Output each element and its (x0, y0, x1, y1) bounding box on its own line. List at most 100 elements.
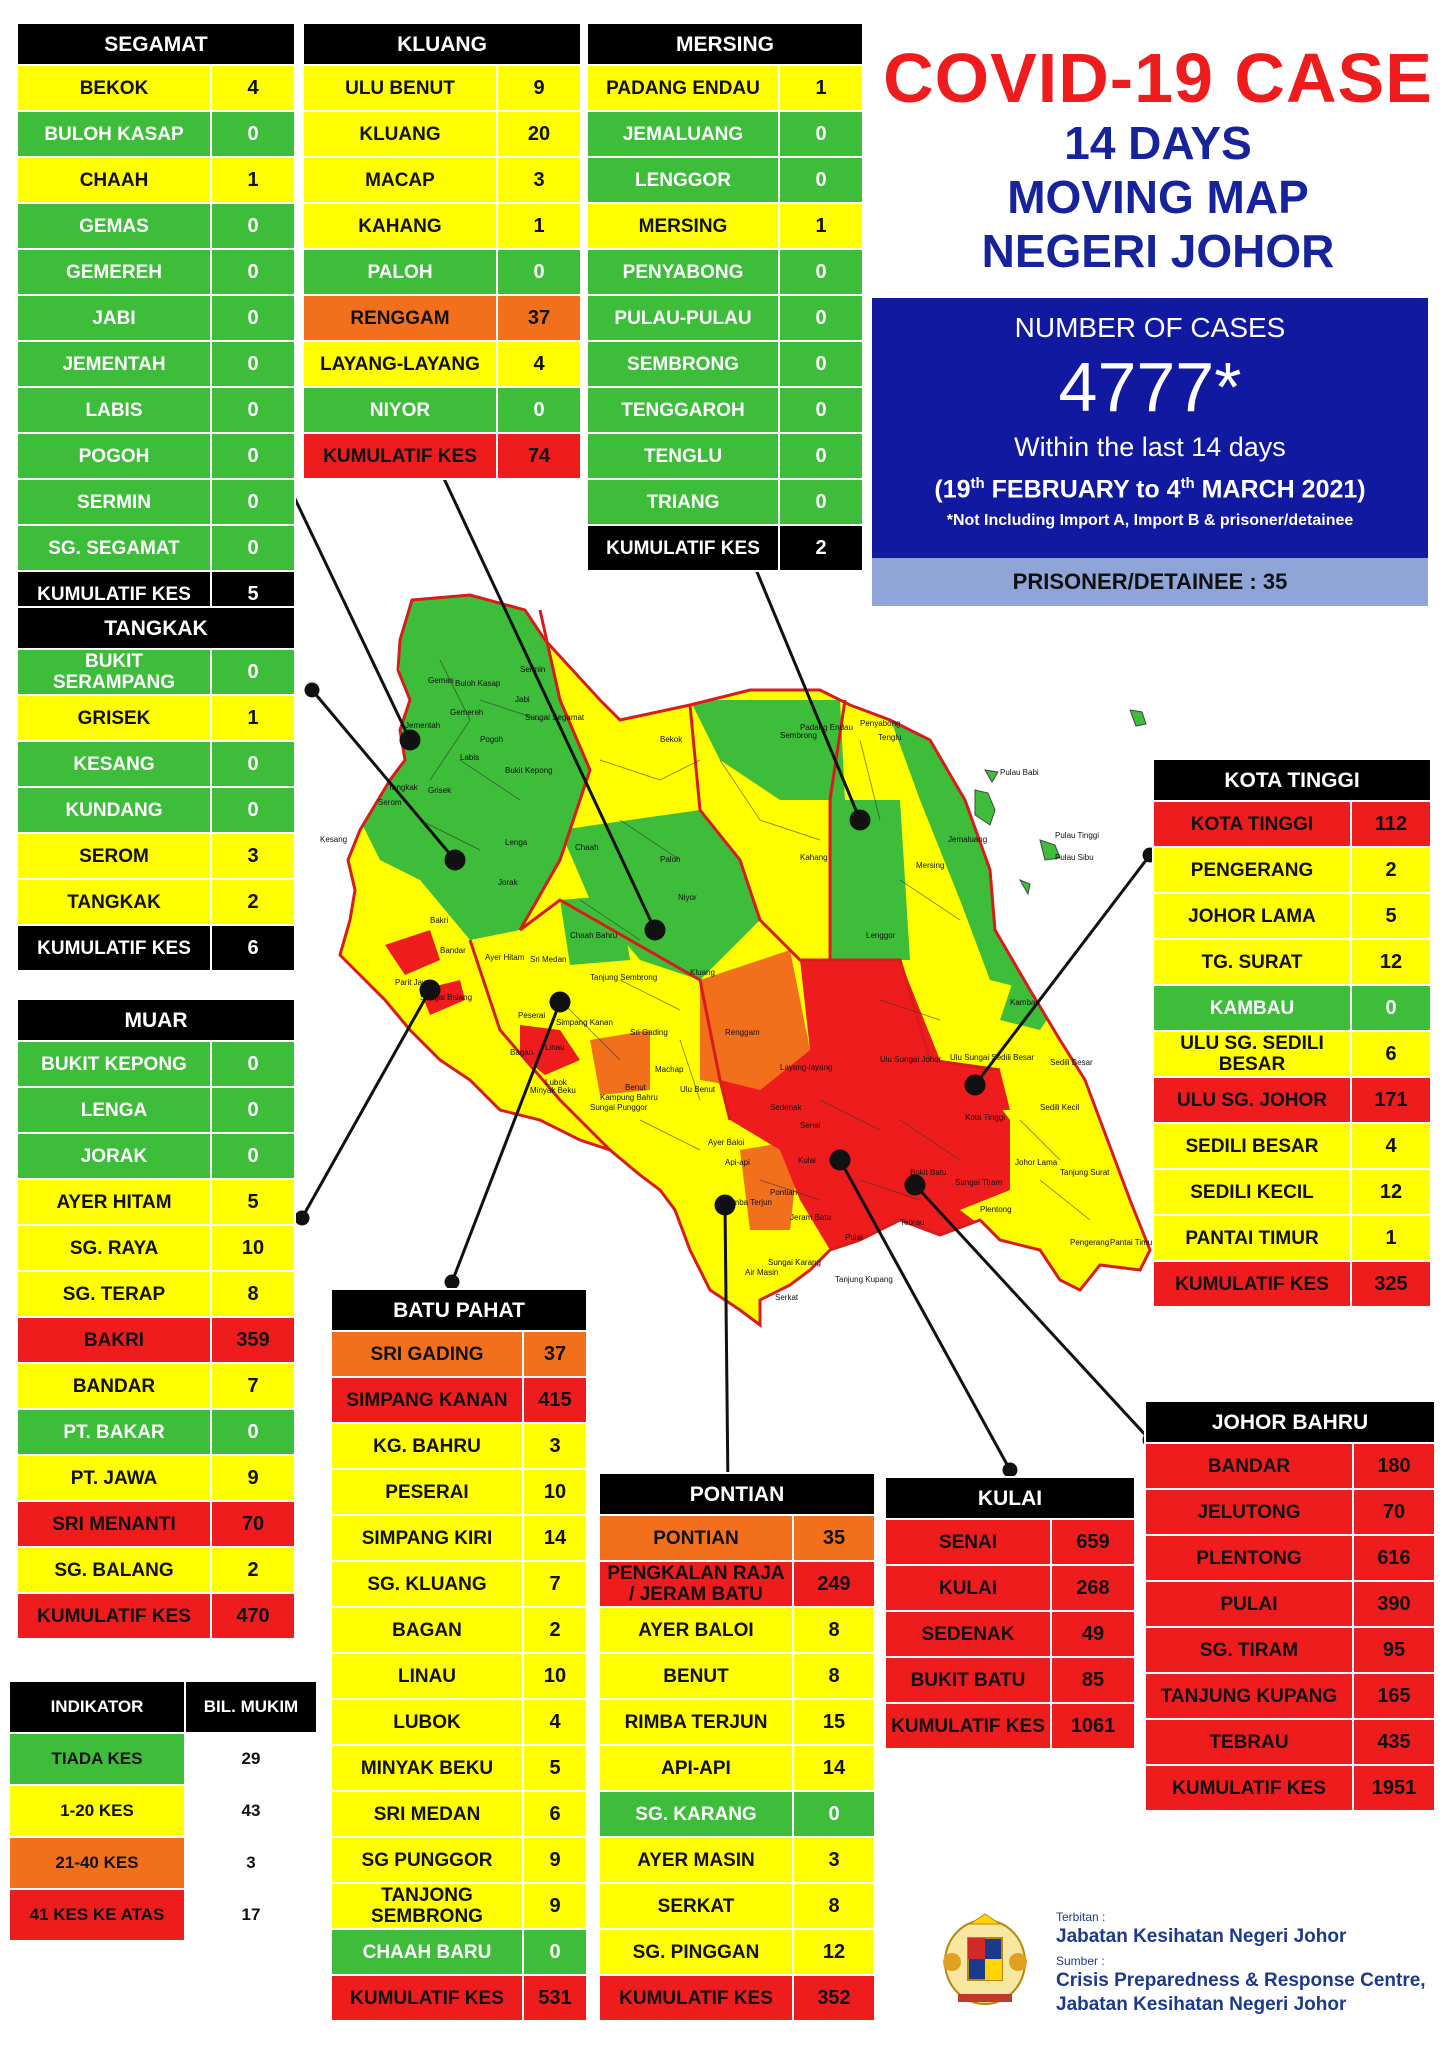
legend-head-indicator: INDIKATOR (8, 1680, 186, 1734)
table-row: SRI GADING 37 (330, 1330, 589, 1378)
district-table-segamat: SEGAMAT BEKOK 4 BULOH KASAP 0 CHAAH 1 GEMAS 0 GEM… (15, 22, 297, 618)
map-label: Rimba Terjun (725, 1198, 772, 1207)
legend-count: 29 (184, 1732, 318, 1786)
table-row: BUKIT KEPONG 0 (16, 1040, 296, 1088)
mukim-cases: 15 (792, 1698, 876, 1746)
table-row: NIYOR 0 (302, 386, 583, 434)
table-row: KUMULATIF KES 74 (302, 432, 583, 480)
table-row: KAHANG 1 (302, 202, 583, 250)
map-label: Serom (378, 798, 402, 807)
table-row: BEKOK 4 (16, 64, 297, 112)
table-row: PANTAI TIMUR 1 (1152, 1214, 1433, 1262)
mukim-name: BUKIT BATU (884, 1656, 1052, 1704)
mukim-cases: 1 (1349, 1214, 1433, 1262)
map-label: Pulau Babi (1000, 768, 1039, 777)
map-label: Bakri (430, 916, 448, 925)
mukim-name: JELUTONG (1144, 1488, 1354, 1536)
table-row: CHAAH 1 (16, 156, 297, 204)
mukim-cases: 6 (521, 1790, 589, 1838)
table-row: KUMULATIF KES 352 (598, 1974, 876, 2022)
mukim-name: BANDAR (16, 1362, 212, 1410)
mukim-name: KG. BAHRU (330, 1422, 524, 1470)
district-table-mersing: MERSING PADANG ENDAU 1 JEMALUANG 0 LENGGOR 0 ME… (585, 22, 865, 572)
table-row: JABI 0 (16, 294, 297, 342)
cases-date-range: (19th FEBRUARY to 4th MARCH 2021) (934, 475, 1366, 504)
map-label: Kesang (320, 835, 347, 844)
map-label: Sungai Balang (420, 993, 472, 1002)
mukim-cases: 359 (210, 1316, 296, 1364)
map-label: Tangkak (388, 783, 419, 792)
district-table-kotatinggi: KOTA TINGGI KOTA TINGGI 112 PENGERANG 2 JOHOR… (1151, 758, 1433, 1308)
table-row: GRISEK 1 (16, 694, 296, 742)
table-row: SG. KLUANG 7 (330, 1560, 589, 1608)
mukim-cases: 659 (1049, 1518, 1137, 1566)
mukim-cases: 0 (209, 386, 297, 434)
map-label: Chaah (575, 843, 599, 852)
table-row: PONTIAN 35 (598, 1514, 876, 1562)
table-row: SG. PINGGAN 12 (598, 1928, 876, 1976)
table-row: KUMULATIF KES 325 (1152, 1260, 1433, 1308)
mukim-name: PENYABONG (586, 248, 780, 296)
table-row: KUMULATIF KES 2 (586, 524, 865, 572)
table-row: KUMULATIF KES 6 (16, 924, 296, 972)
mukim-cases: 4 (1349, 1122, 1433, 1170)
map-label: Pulau Tinggi (1055, 831, 1099, 840)
mukim-cases: 6 (1349, 1030, 1433, 1078)
map-label: Niyor (678, 893, 697, 902)
mukim-cases: 7 (521, 1560, 589, 1608)
map-label: Sembrong (780, 731, 817, 740)
mukim-cases: 4 (521, 1698, 589, 1746)
mukim-name: POGOH (16, 432, 212, 480)
mukim-cases: 1 (495, 202, 583, 250)
mukim-name: MINYAK BEKU (330, 1744, 524, 1792)
district-name: MUAR (16, 998, 296, 1042)
mukim-cases: 0 (495, 248, 583, 296)
mukim-name: ULU SG. JOHOR (1152, 1076, 1352, 1124)
mukim-name: PULAI (1144, 1580, 1354, 1628)
mukim-name: SG. RAYA (16, 1224, 212, 1272)
table-row: JORAK 0 (16, 1132, 296, 1180)
district-table-pontian: PONTIAN PONTIAN 35 PENGKALAN RAJA / JERAM B… (598, 1472, 876, 2022)
district-table-tangkak: TANGKAK BUKIT SERAMPANG 0 GRISEK 1 KESANG 0 KUN… (16, 606, 296, 972)
map-label: Sungai Karang (768, 1258, 821, 1267)
map-label: Jementah (405, 721, 440, 730)
map-label: Tenglu (878, 733, 902, 742)
map-label: Grisek (428, 786, 452, 795)
mukim-name: SENAI (884, 1518, 1052, 1566)
map-label: Lenggor (866, 931, 896, 940)
table-row: SENAI 659 (884, 1518, 1137, 1566)
table-row: SEMBRONG 0 (586, 340, 865, 388)
table-row: MERSING 1 (586, 202, 865, 250)
mukim-cases: 0 (210, 1086, 296, 1134)
table-row: AYER HITAM 5 (16, 1178, 296, 1226)
mukim-cases: 4 (209, 64, 297, 112)
mukim-name: SG. SEGAMAT (16, 524, 212, 572)
map-label: Jeram Batu (790, 1213, 831, 1222)
map-label: Sungai Punggor (590, 1103, 648, 1112)
mukim-cases: 0 (521, 1928, 589, 1976)
mukim-name: LAYANG-LAYANG (302, 340, 498, 388)
mukim-name: JABI (16, 294, 212, 342)
mukim-cases: 249 (792, 1560, 876, 1608)
district-name: TANGKAK (16, 606, 296, 650)
map-label: Pengerang (1070, 1238, 1109, 1247)
map-label: Parit Jawa (395, 978, 433, 987)
mukim-cases: 9 (210, 1454, 296, 1502)
district-table-batupahat: BATU PAHAT SRI GADING 37 SIMPANG KANAN 415 KG… (329, 1288, 589, 2022)
table-row: KG. BAHRU 3 (330, 1422, 589, 1470)
mukim-cases: 12 (1349, 938, 1433, 986)
map-label: Kambau (1010, 998, 1040, 1007)
mukim-cases: 1 (210, 694, 296, 742)
table-row: JOHOR LAMA 5 (1152, 892, 1433, 940)
table-row: KUMULATIF KES 470 (16, 1592, 296, 1640)
table-row: KOTA TINGGI 112 (1152, 800, 1433, 848)
table-row: LENGA 0 (16, 1086, 296, 1134)
map-label: Api-api (725, 1158, 750, 1167)
map-label: Kulai (798, 1156, 816, 1165)
table-row: SG. RAYA 10 (16, 1224, 296, 1272)
mukim-cases: 1061 (1049, 1702, 1137, 1750)
mukim-name: AYER MASIN (598, 1836, 794, 1884)
legend-label: 1-20 KES (8, 1784, 186, 1838)
mukim-cases: 95 (1352, 1626, 1436, 1674)
